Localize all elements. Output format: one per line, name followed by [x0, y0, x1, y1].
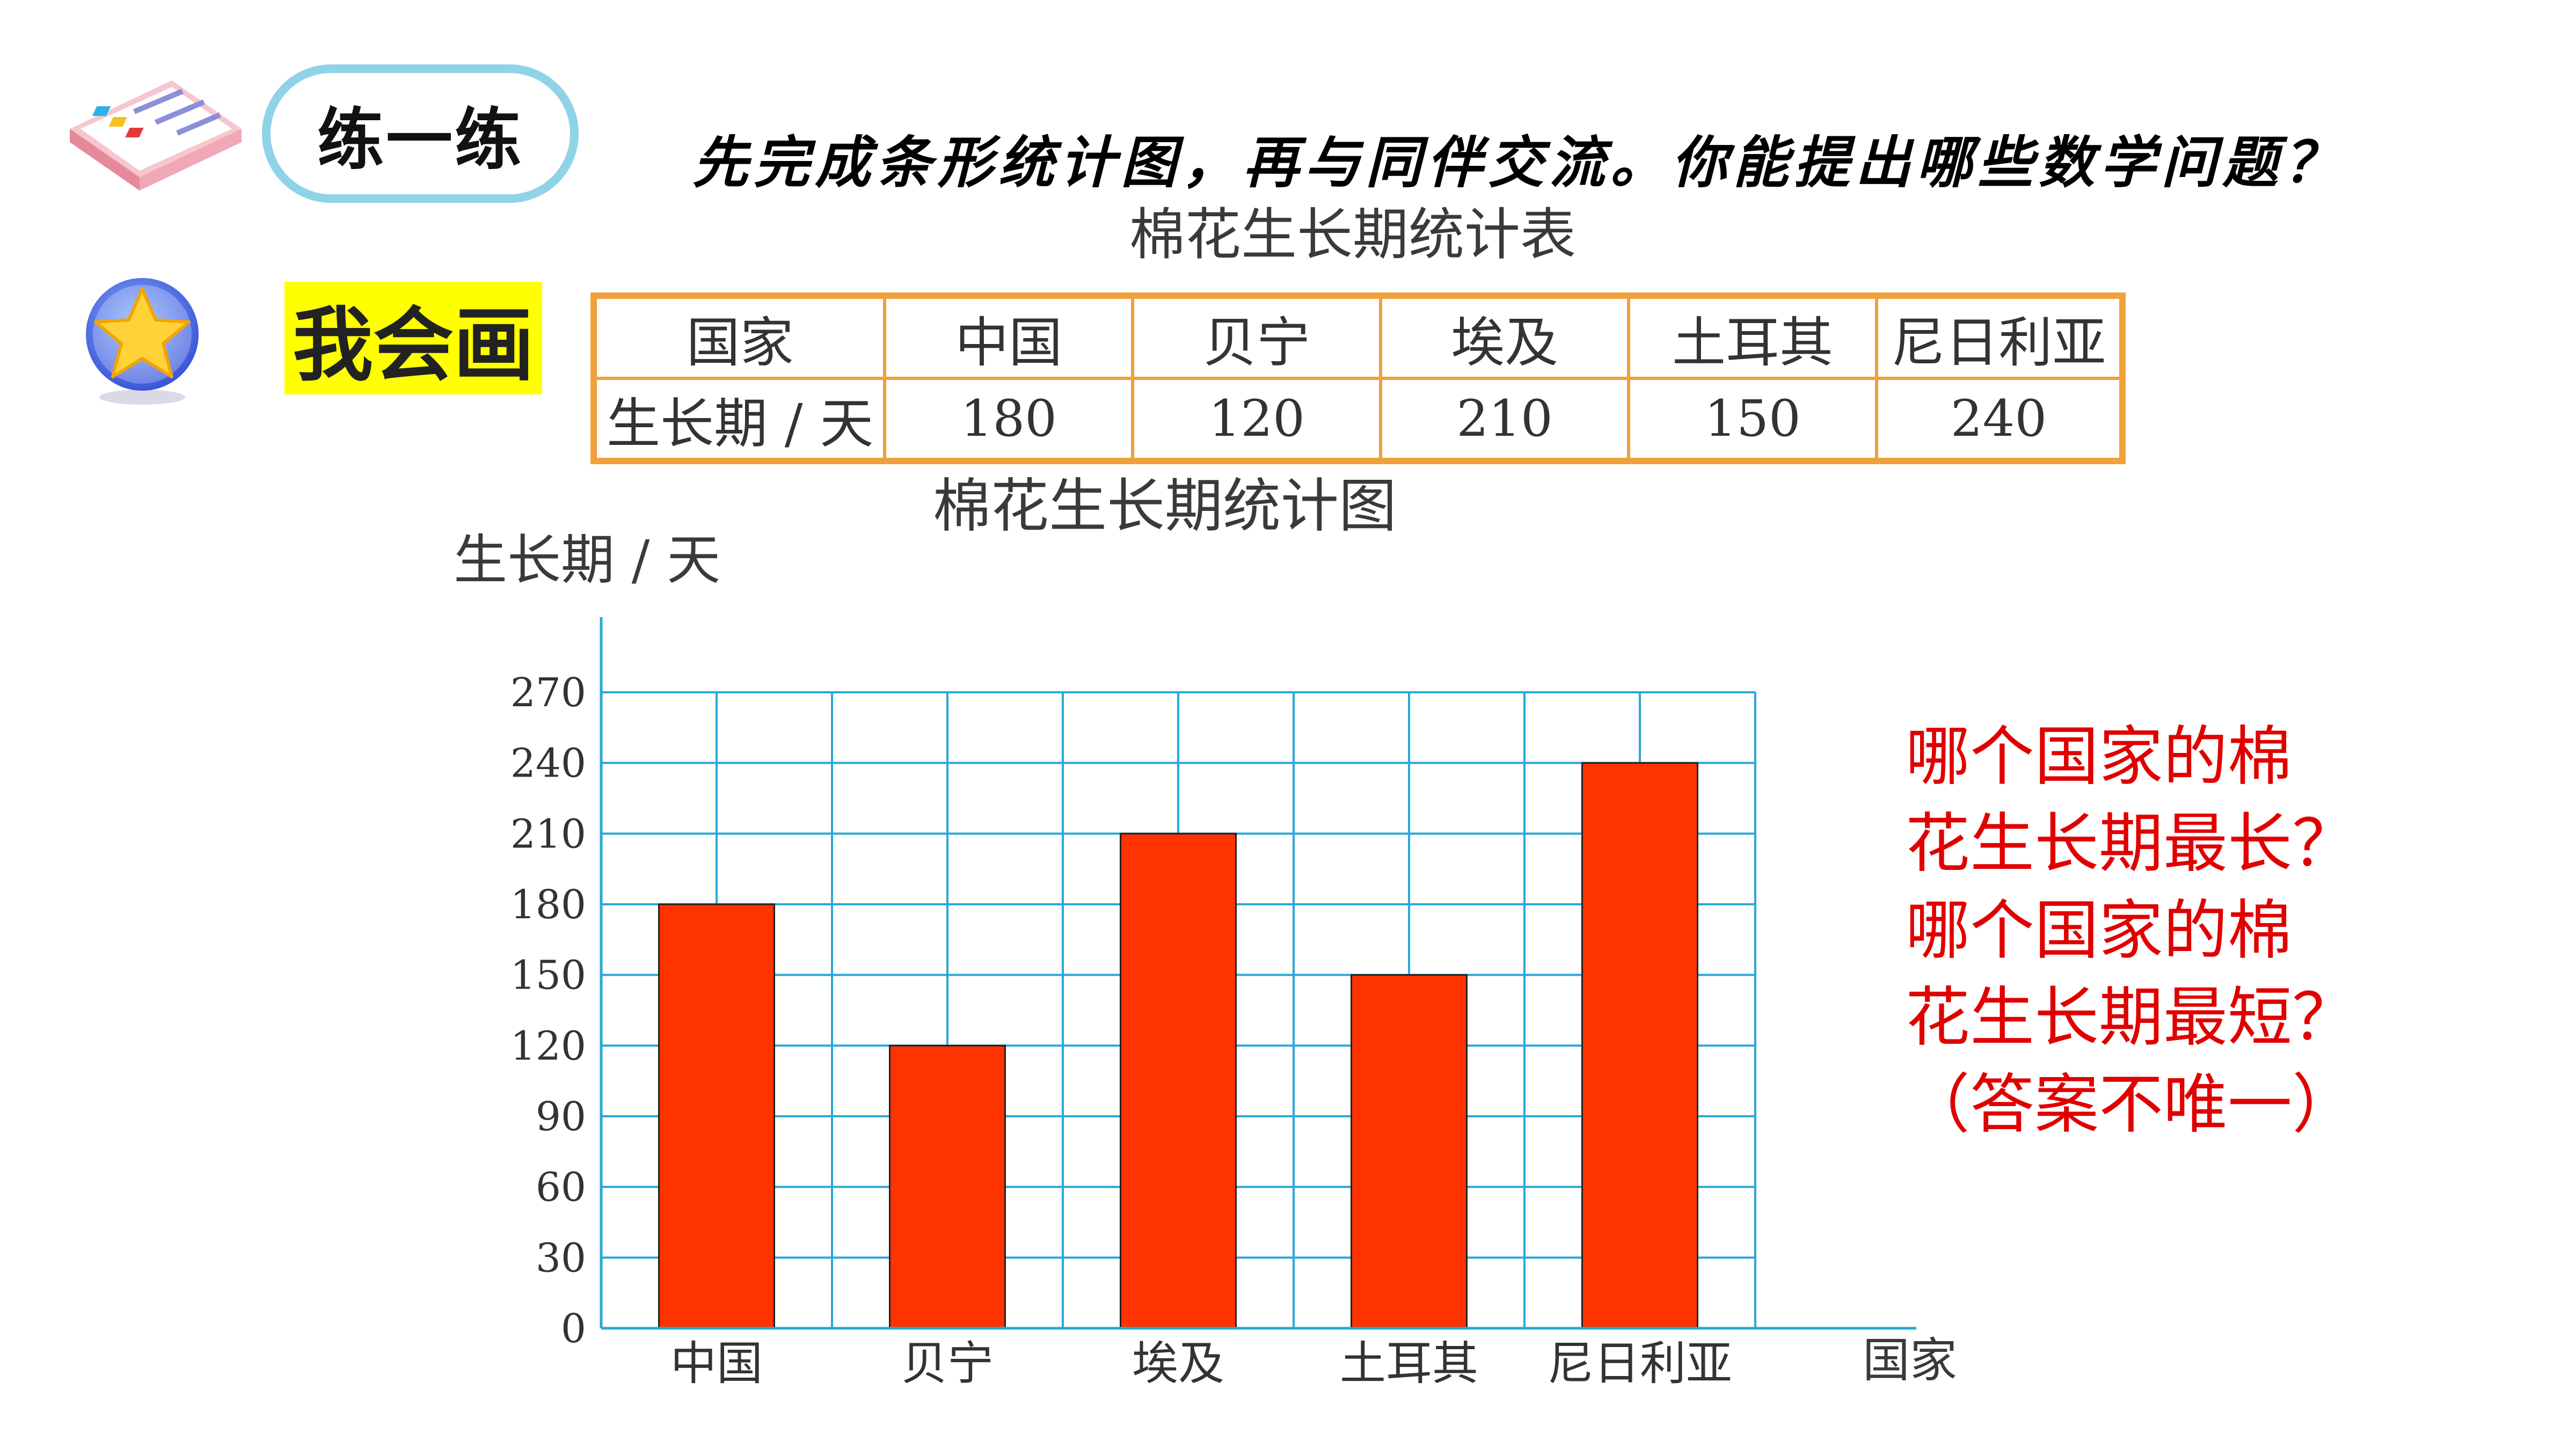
y-tick-label: 240	[510, 741, 586, 787]
table-cell: 180	[883, 377, 1135, 463]
checklist-icon	[70, 80, 242, 191]
bar	[1351, 974, 1468, 1329]
x-tick-label: 中国	[670, 1337, 763, 1391]
chart-title: 棉花生长期统计图	[933, 473, 1397, 540]
y-axis-label: 生长期 / 天	[454, 529, 720, 591]
table-cell: 210	[1379, 377, 1631, 463]
y-tick-label: 180	[510, 882, 586, 928]
stats-table: 国家 中国 贝宁 埃及 土耳其 尼日利亚 生长期 / 天 180 120 210…	[590, 292, 2126, 464]
practice-label: 练一练	[262, 64, 579, 203]
y-tick-label: 270	[510, 670, 586, 716]
y-tick-label: 150	[510, 953, 586, 999]
question-text-block: 哪个国家的棉 花生长期最长？ 哪个国家的棉 花生长期最短？ （答案不唯一）	[1906, 714, 2550, 1197]
table-cell: 国家	[592, 294, 887, 380]
table-value-row: 生长期 / 天 180 120 210 150 240	[592, 377, 2124, 463]
question-line: 花生长期最短？	[1906, 980, 2356, 1055]
y-tick-label: 90	[536, 1094, 586, 1140]
table-cell: 生长期 / 天	[592, 377, 887, 463]
bar	[1120, 832, 1237, 1329]
table-cell: 120	[1131, 377, 1383, 463]
y-tick-label: 0	[561, 1306, 586, 1352]
table-cell: 240	[1875, 377, 2124, 463]
y-tick-label: 30	[536, 1235, 586, 1281]
x-tick-label: 尼日利亚	[1548, 1337, 1732, 1391]
x-tick-label: 贝宁	[901, 1337, 994, 1391]
table-header-row: 国家 中国 贝宁 埃及 土耳其 尼日利亚	[592, 294, 2124, 380]
bar	[1581, 762, 1698, 1329]
star-icon	[86, 278, 199, 405]
question-line: 哪个国家的棉	[1906, 720, 2292, 794]
table-cell: 中国	[883, 294, 1135, 380]
y-tick-label: 120	[510, 1023, 586, 1069]
instruction-text: 先完成条形统计图，再与同伴交流。你能提出哪些数学问题？	[692, 129, 2345, 195]
table-cell: 埃及	[1379, 294, 1631, 380]
draw-label: 我会画	[284, 282, 542, 394]
bar	[889, 1044, 1006, 1329]
table-title: 棉花生长期统计表	[1129, 202, 1576, 267]
x-axis-label: 国家	[1863, 1333, 1957, 1388]
question-line: 花生长期最长？	[1906, 807, 2356, 881]
table-cell: 150	[1627, 377, 1879, 463]
y-tick-label: 210	[510, 811, 586, 857]
y-tick-label: 60	[536, 1165, 586, 1211]
x-tick-label: 埃及	[1132, 1337, 1224, 1391]
x-tick-label: 土耳其	[1340, 1337, 1478, 1391]
question-line: （答案不唯一）	[1906, 1067, 2356, 1142]
bar	[658, 903, 775, 1329]
question-line: 哪个国家的棉	[1906, 894, 2292, 968]
table-cell: 土耳其	[1627, 294, 1879, 380]
table-cell: 尼日利亚	[1875, 294, 2124, 380]
table-cell: 贝宁	[1131, 294, 1383, 380]
